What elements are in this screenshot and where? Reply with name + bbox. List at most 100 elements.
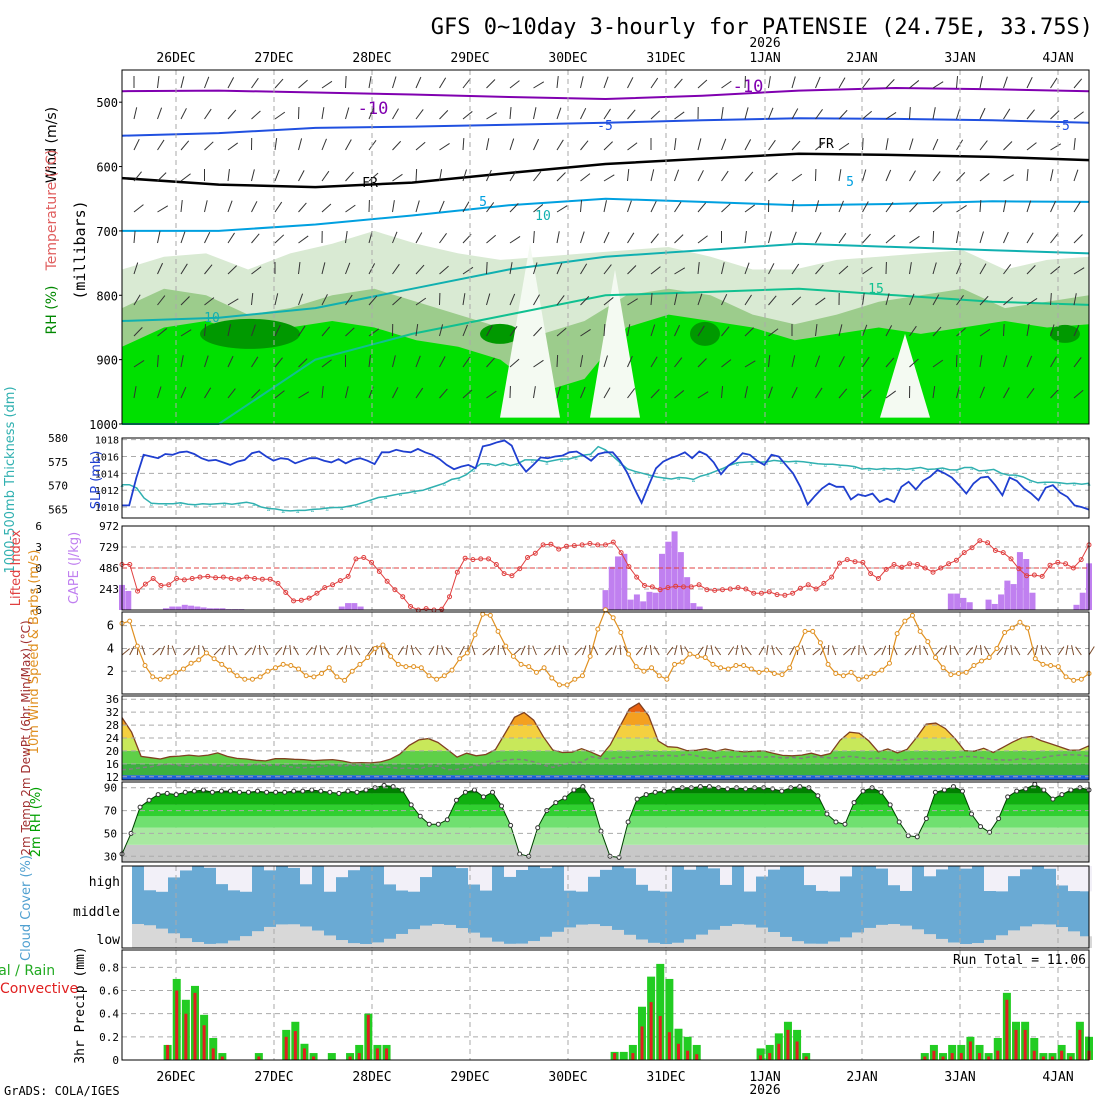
lifted-index-marker (314, 590, 320, 596)
wind-barb (791, 386, 798, 399)
wind-barb (298, 262, 301, 275)
wind-barb (979, 76, 983, 89)
wind-speed-marker (211, 656, 217, 662)
wind-barb (439, 143, 450, 151)
temperature-axis-label: Temperature (°C) (44, 150, 60, 272)
surface-wind-barb (881, 645, 887, 656)
surface-wind-barb (305, 646, 313, 656)
rh2m-marker (1014, 788, 1020, 794)
cloud-low-clear (300, 926, 312, 948)
wind-barb (133, 171, 142, 182)
lifted-index-marker (1078, 557, 1084, 563)
surface-wind-barb (513, 647, 522, 656)
wind-speed-marker (434, 676, 440, 682)
wind-barb (1050, 169, 1054, 182)
wind-barb (721, 170, 729, 182)
wind-barb (815, 297, 826, 306)
thickness-marker: ▵ (984, 466, 989, 475)
wind-barb (415, 232, 423, 244)
wind-barb (1073, 169, 1079, 182)
temp-line (121, 702, 1090, 764)
wind-barb (321, 80, 333, 89)
surface-wind-barb (319, 645, 323, 656)
thickness-marker: ▵ (354, 501, 359, 510)
date-label-top: 30DEC (548, 51, 587, 66)
wind-barb (509, 293, 516, 306)
lifted-index-marker (712, 587, 718, 593)
date-label-top: 29DEC (450, 51, 489, 66)
wind-speed-marker (526, 664, 532, 670)
wind-barb (885, 234, 896, 244)
precip-convective-bar (695, 1054, 699, 1060)
wind-speed-marker (963, 669, 969, 675)
wind-barb (251, 356, 259, 368)
lifted-index-marker (322, 585, 328, 591)
rh2m-marker (1032, 781, 1038, 787)
surface-wind-barb (213, 647, 222, 656)
wind-barb (885, 357, 895, 368)
precip-convective-bar (640, 1026, 644, 1060)
wind-speed-marker (1002, 630, 1008, 635)
thickness-marker: ▵ (134, 484, 139, 493)
temp-color-band (122, 725, 1089, 738)
surface-wind-barb (1075, 646, 1082, 656)
cloud-high-clear (900, 866, 912, 891)
thickness-marker: ▵ (618, 459, 623, 468)
precip-convective-bar (768, 1053, 772, 1060)
precip-convective-bar (613, 1053, 617, 1060)
wind-barb (533, 262, 538, 275)
rh2m-marker (408, 802, 414, 808)
wind-barb (674, 169, 680, 182)
cloud-low-clear (564, 927, 576, 948)
wind-barb (509, 236, 521, 244)
rh2m-marker (851, 800, 857, 806)
surface-wind-barb (674, 645, 678, 656)
wind-barb (956, 262, 962, 275)
wind-barb (650, 77, 659, 89)
cloud-low-clear (876, 924, 888, 948)
lifted-index-marker (236, 576, 242, 582)
wind-barb (227, 324, 231, 337)
wind-barb (204, 264, 213, 275)
wind-speed-marker (533, 669, 539, 675)
wind-barb (580, 76, 584, 89)
wind-barb (415, 109, 424, 120)
surface-wind-barb (1034, 645, 1039, 656)
precip-total-bar (355, 1044, 364, 1060)
wind-barb (815, 108, 823, 120)
lifted-index-marker (953, 557, 959, 563)
wind-speed-marker (464, 650, 470, 656)
wind-barb (157, 262, 164, 275)
lifted-index-marker (470, 557, 476, 563)
cloud-high-clear (684, 866, 696, 870)
rh2m-marker (453, 797, 459, 803)
wind-barb (509, 325, 518, 337)
wind-barb (1050, 266, 1061, 275)
wind-tick-label: 4 (107, 641, 114, 655)
cloud-high-clear (156, 866, 168, 892)
wind-barb (227, 265, 237, 275)
wind-speed-marker (579, 673, 585, 679)
precip-convective-bar (996, 1050, 1000, 1060)
wind-barb (368, 328, 380, 337)
wind-barb (721, 386, 724, 399)
wind-barb (815, 141, 825, 151)
wind-barb (603, 231, 610, 244)
cape-bar (671, 531, 678, 610)
thickness-marker: ▵ (325, 504, 330, 513)
wind-speed-marker (764, 667, 770, 673)
wind-speed-marker (326, 665, 332, 671)
pressure-tick-label: 700 (96, 225, 118, 239)
cape-bar (665, 541, 672, 610)
lifted-index-marker (844, 557, 850, 563)
pressure-tick-label: 600 (96, 161, 118, 175)
pressure-tick-label: 800 (96, 289, 118, 303)
lifted-index-marker (337, 578, 343, 584)
lifted-index-marker (719, 587, 725, 593)
thickness-tick-label: 580 (48, 432, 68, 445)
surface-wind-barb (441, 645, 445, 656)
wind-barb (204, 297, 215, 306)
surface-wind-barb (414, 646, 422, 656)
lifted-index-marker (548, 541, 554, 547)
wind-barb (580, 355, 584, 368)
